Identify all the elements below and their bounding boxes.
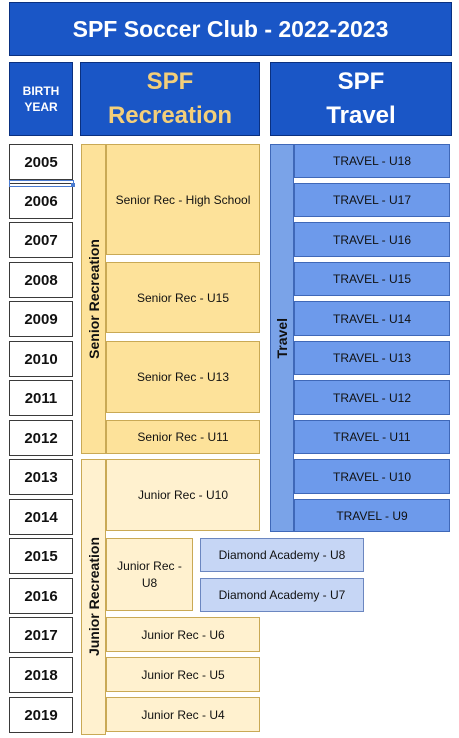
year-cell: 2010	[9, 341, 73, 377]
junior-rec-u10: Junior Rec - U10	[106, 459, 260, 531]
header-travel: SPF Travel	[270, 62, 452, 136]
header-travel-line1: SPF	[337, 68, 385, 95]
header-travel-line2: Travel	[326, 102, 396, 129]
year-cell: 2018	[9, 657, 73, 693]
travel-u12: TRAVEL - U12	[294, 380, 450, 415]
senior-rec-u15: Senior Rec - U15	[106, 262, 260, 333]
header-rec-line2: Recreation	[107, 102, 233, 129]
header-rec-line1: SPF	[146, 68, 194, 95]
travel-u11: TRAVEL - U11	[294, 420, 450, 454]
junior-recreation-label: Junior Recreation	[85, 537, 102, 657]
year-cell: 2009	[9, 301, 73, 337]
year-cell: 2011	[9, 380, 73, 416]
year-cell: 2008	[9, 262, 73, 298]
header-birth-line2: YEAR	[24, 100, 58, 114]
senior-recreation-label: Senior Recreation	[85, 239, 102, 359]
senior-recreation-strip: Senior Recreation	[81, 144, 106, 454]
year-cell: 2012	[9, 420, 73, 456]
travel-u16: TRAVEL - U16	[294, 222, 450, 257]
year-cell: 2014	[9, 499, 73, 535]
header-recreation: SPF Recreation	[80, 62, 260, 136]
year-cell: 2017	[9, 617, 73, 653]
year-cell: 2007	[9, 222, 73, 258]
year-cell: 2013	[9, 459, 73, 495]
cell-selection-outline[interactable]	[9, 180, 74, 187]
travel-u15: TRAVEL - U15	[294, 262, 450, 296]
year-cell: 2016	[9, 578, 73, 614]
junior-rec-u8: Junior Rec - U8	[106, 538, 193, 611]
senior-rec-high-school: Senior Rec - High School	[106, 144, 260, 255]
year-cell: 2005	[9, 144, 73, 180]
year-cell: 2015	[9, 538, 73, 574]
year-cell: 2006	[9, 183, 73, 219]
travel-u14: TRAVEL - U14	[294, 301, 450, 336]
junior-rec-u6: Junior Rec - U6	[106, 617, 260, 652]
page-title: SPF Soccer Club - 2022-2023	[9, 2, 452, 56]
travel-u10: TRAVEL - U10	[294, 459, 450, 494]
junior-rec-u4: Junior Rec - U4	[106, 697, 260, 732]
selection-fill-handle[interactable]	[71, 183, 75, 187]
travel-u13: TRAVEL - U13	[294, 341, 450, 375]
diamond-academy-u7: Diamond Academy - U7	[200, 578, 364, 612]
header-birth-year: BIRTH YEAR	[9, 62, 73, 136]
travel-u18: TRAVEL - U18	[294, 144, 450, 178]
travel-strip: Travel	[270, 144, 294, 532]
travel-u17: TRAVEL - U17	[294, 183, 450, 217]
diamond-academy-u8: Diamond Academy - U8	[200, 538, 364, 572]
travel-group-label: Travel	[274, 317, 290, 359]
header-birth-line1: BIRTH	[22, 84, 60, 98]
travel-u9: TRAVEL - U9	[294, 499, 450, 532]
senior-rec-u13: Senior Rec - U13	[106, 341, 260, 413]
junior-rec-u5: Junior Rec - U5	[106, 657, 260, 692]
senior-rec-u11: Senior Rec - U11	[106, 420, 260, 454]
year-cell: 2019	[9, 697, 73, 733]
junior-recreation-strip: Junior Recreation	[81, 459, 106, 735]
